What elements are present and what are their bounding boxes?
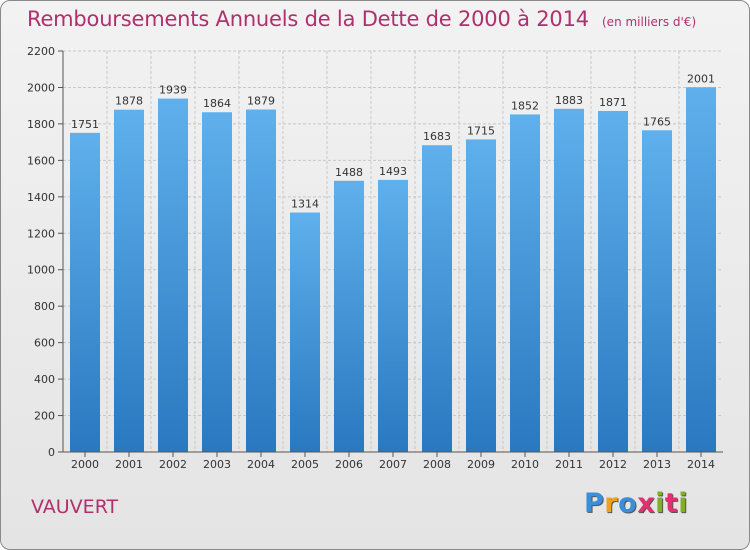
x-tick-label: 2011 — [555, 458, 583, 471]
bar-value-label: 1493 — [379, 165, 407, 178]
bar-value-label: 1715 — [467, 124, 495, 137]
bar — [114, 109, 144, 452]
bar-value-label: 1765 — [643, 115, 671, 128]
y-tick-label: 0 — [48, 446, 55, 459]
bar — [158, 98, 188, 452]
proxiti-logo[interactable]: Proxiti — [584, 488, 688, 519]
bar — [290, 212, 320, 452]
bar — [422, 145, 452, 453]
x-tick-label: 2007 — [379, 458, 407, 471]
x-tick-label: 2008 — [423, 458, 451, 471]
logo-letter: t — [664, 488, 679, 519]
bar-value-label: 1878 — [115, 95, 143, 108]
bar — [70, 132, 100, 452]
bar — [378, 179, 408, 452]
bar — [466, 139, 496, 452]
x-tick-label: 2002 — [159, 458, 187, 471]
bars: 1751 1878 1939 1864 1879 1314 1488 1493 1683 1715… — [70, 72, 716, 453]
bar-value-label: 1314 — [291, 197, 319, 210]
bar — [246, 109, 276, 452]
bar — [202, 112, 232, 452]
logo-letter: o — [618, 488, 638, 519]
y-tick-label: 600 — [34, 337, 55, 350]
chart-unit: (en milliers d'€) — [602, 15, 697, 29]
city-label: VAUVERT — [31, 496, 119, 518]
x-tick-label: 2010 — [511, 458, 539, 471]
bar-value-label: 1488 — [335, 166, 363, 179]
axes: 0 200 400 600 800 1000 1200 1400 1600 1800 2000 220… — [27, 45, 723, 471]
bar-value-label: 1939 — [159, 84, 187, 97]
bar — [554, 108, 584, 452]
y-tick-label: 1200 — [27, 227, 55, 240]
bar-value-label: 1683 — [423, 130, 451, 143]
chart-title: Remboursements Annuels de la Dette de 20… — [27, 7, 589, 31]
x-tick-label: 2000 — [71, 458, 99, 471]
y-tick-label: 1600 — [27, 154, 55, 167]
y-tick-label: 1800 — [27, 118, 55, 131]
bar — [686, 87, 716, 452]
x-tick-label: 2009 — [467, 458, 495, 471]
y-tick-label: 800 — [34, 300, 55, 313]
y-tick-label: 2200 — [27, 45, 55, 58]
x-tick-label: 2004 — [247, 458, 275, 471]
y-tick-label: 200 — [34, 410, 55, 423]
x-tick-label: 2003 — [203, 458, 231, 471]
bar — [642, 130, 672, 452]
x-tick-label: 2013 — [643, 458, 671, 471]
logo-letter: x — [637, 488, 656, 519]
x-tick-label: 2012 — [599, 458, 627, 471]
bar — [510, 114, 540, 452]
y-tick-label: 2000 — [27, 81, 55, 94]
logo-letter: P — [584, 488, 605, 519]
bar — [334, 180, 364, 452]
bar-value-label: 2001 — [687, 72, 715, 85]
x-tick-label: 2014 — [687, 458, 715, 471]
bar-value-label: 1871 — [599, 96, 627, 109]
logo-letter: r — [604, 488, 619, 519]
bar-value-label: 1852 — [511, 99, 539, 112]
x-tick-label: 2005 — [291, 458, 319, 471]
logo-letter: i — [655, 488, 665, 519]
bar-value-label: 1864 — [203, 97, 231, 110]
x-tick-label: 2001 — [115, 458, 143, 471]
y-tick-label: 1000 — [27, 264, 55, 277]
y-tick-label: 400 — [34, 373, 55, 386]
bar-value-label: 1879 — [247, 95, 275, 108]
y-tick-label: 1400 — [27, 191, 55, 204]
bar — [598, 110, 628, 453]
logo-letter: i — [678, 488, 689, 519]
bar-value-label: 1883 — [555, 94, 583, 107]
x-tick-label: 2006 — [335, 458, 363, 471]
bar-value-label: 1751 — [71, 118, 99, 131]
chart-title-block: Remboursements Annuels de la Dette de 20… — [27, 7, 696, 31]
